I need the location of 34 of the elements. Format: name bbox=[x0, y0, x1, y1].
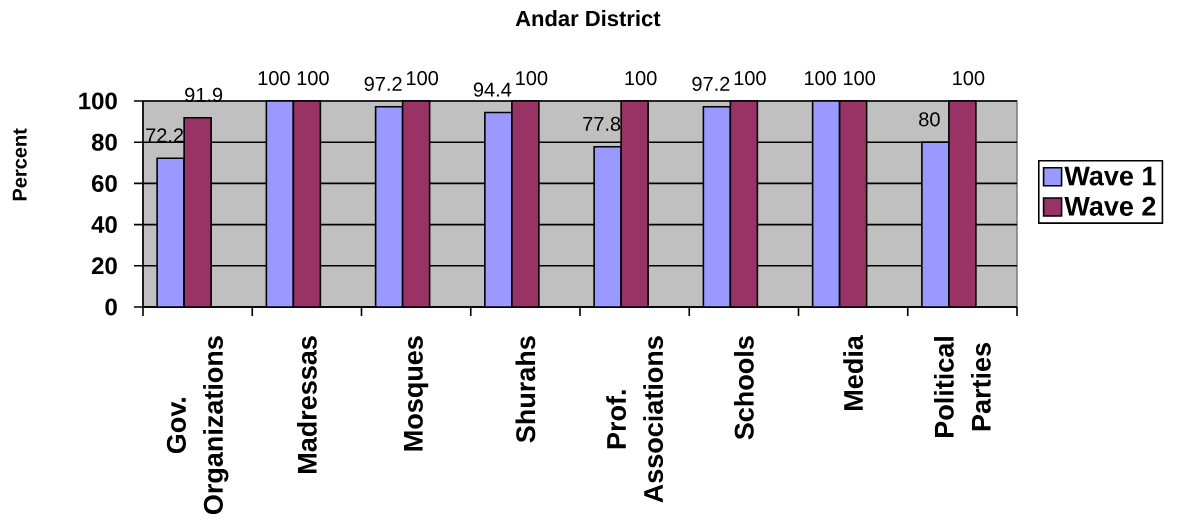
x-tick-label: Schools bbox=[733, 336, 754, 440]
data-label: 77.8 bbox=[583, 116, 621, 131]
x-tick-label: Gov. Organizations bbox=[166, 336, 229, 515]
data-label: 72.2 bbox=[146, 128, 184, 143]
x-tick-label: Madressas bbox=[296, 336, 317, 473]
y-tick-label: 40 bbox=[91, 216, 117, 234]
data-label: 100 bbox=[804, 71, 837, 86]
chart-title: Andar District bbox=[515, 10, 661, 27]
data-label: 100 bbox=[258, 71, 290, 86]
y-tick-label: 60 bbox=[91, 174, 117, 192]
data-label: 97.2 bbox=[692, 76, 730, 91]
y-tick-label: 100 bbox=[79, 92, 117, 110]
data-label: 94.4 bbox=[473, 82, 512, 97]
data-label: 100 bbox=[843, 71, 876, 86]
data-label: 100 bbox=[297, 71, 329, 86]
x-tick-label: Media bbox=[843, 335, 864, 410]
y-tick-label: 0 bbox=[105, 298, 117, 316]
legend-label: Wave 1 bbox=[1064, 166, 1156, 186]
x-tick-label: Prof. Associations bbox=[606, 336, 664, 503]
x-tick-label: Mosques bbox=[404, 336, 429, 451]
data-label: 100 bbox=[625, 71, 657, 86]
data-label: 100 bbox=[734, 71, 766, 86]
data-label: 80 bbox=[919, 112, 940, 127]
data-label: 97.2 bbox=[364, 76, 402, 91]
legend-label: Wave 2 bbox=[1064, 196, 1156, 216]
data-label: 100 bbox=[953, 71, 985, 86]
x-tick-label: Political Parties bbox=[933, 337, 991, 437]
y-axis-title: Percent bbox=[12, 128, 27, 201]
x-tick-label: Shurahs bbox=[515, 336, 536, 443]
data-label: 100 bbox=[406, 71, 439, 86]
y-tick-label: 20 bbox=[91, 257, 117, 275]
data-label: 100 bbox=[516, 71, 548, 86]
y-tick-label: 80 bbox=[91, 133, 117, 151]
data-label: 91.9 bbox=[185, 87, 223, 102]
